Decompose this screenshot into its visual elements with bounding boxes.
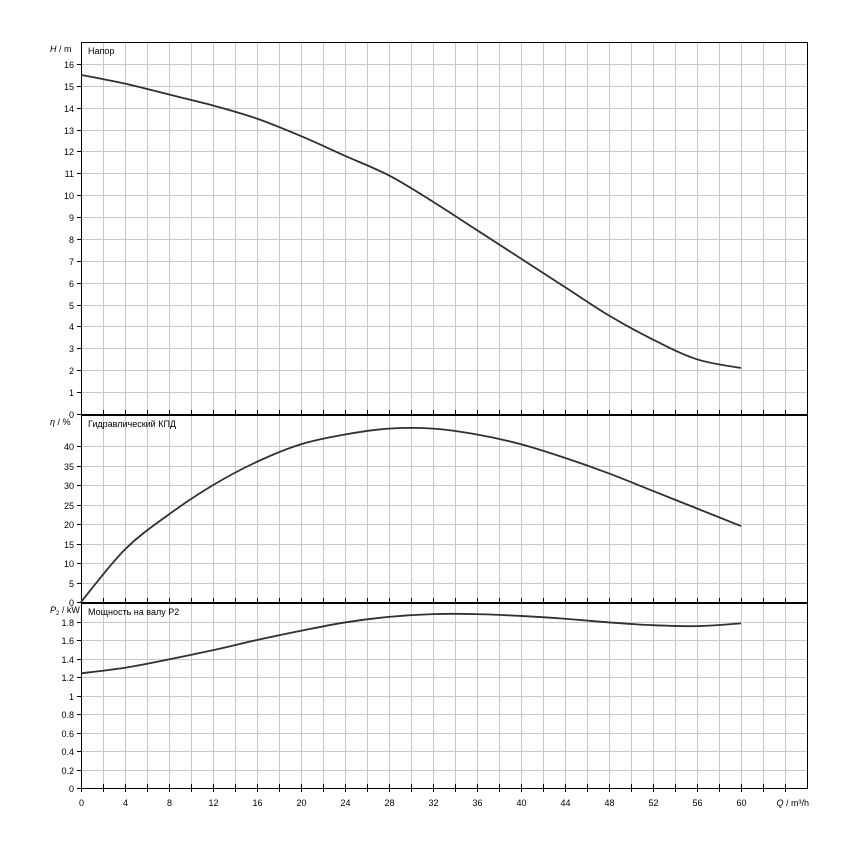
y-tick-label: 20 [64,520,74,530]
x-tick-label: 40 [516,798,526,808]
grid-layer [81,42,807,788]
y-tick-label: 16 [64,60,74,70]
y-tick-label: 1.2 [61,673,74,683]
y-tick-label: 7 [69,257,74,267]
y-axis-label: P2 / kW [50,605,80,617]
y-tick-label: 0 [69,598,74,608]
y-tick-label: 25 [64,501,74,511]
x-tick-label: 24 [340,798,350,808]
x-tick-label: 28 [384,798,394,808]
y-tick-label: 0.4 [61,747,74,757]
x-tick-label: 4 [123,798,128,808]
x-tick-label: 52 [648,798,658,808]
y-tick-label: 1 [69,692,74,702]
panel-frame [81,603,808,789]
y-tick-label: 5 [69,301,74,311]
x-tick-label: 44 [560,798,570,808]
y-tick-label: 9 [69,213,74,223]
panel-frame [81,415,808,603]
y-tick-label: 14 [64,104,74,114]
y-tick-label: 4 [69,322,74,332]
y-tick-label: 12 [64,147,74,157]
y-tick-label: 0.6 [61,729,74,739]
x-tick-label: 8 [167,798,172,808]
x-tick-label: 20 [296,798,306,808]
series-line [80,73,742,369]
y-tick-label: 6 [69,279,74,289]
y-tick-label: 35 [64,462,74,472]
panel-title: Напор [88,46,114,56]
x-tick-label: 12 [208,798,218,808]
y-axis-label: η / % [50,417,71,427]
y-tick-label: 15 [64,82,74,92]
y-tick-label: 2 [69,366,74,376]
y-tick-label: 1.4 [61,655,74,665]
y-tick-label: 15 [64,540,74,550]
y-tick-label: 3 [69,344,74,354]
panel-title: Гидравлический КПД [88,419,176,429]
y-tick-label: 13 [64,126,74,136]
x-tick-label: 32 [428,798,438,808]
y-tick-label: 10 [64,191,74,201]
x-axis-label: Q / m³/h [776,798,809,808]
x-tick-label: 60 [736,798,746,808]
curves-layer [80,73,742,675]
y-tick-label: 30 [64,481,74,491]
series-line [80,612,742,675]
y-tick-label: 0 [69,410,74,420]
panel-title: Мощность на валу P2 [88,607,179,617]
x-tick-label: 16 [252,798,262,808]
panels-layer [77,42,808,792]
y-tick-label: 5 [69,579,74,589]
x-tick-label: 36 [472,798,482,808]
y-tick-label: 1.8 [61,618,74,628]
y-tick-label: 1.6 [61,636,74,646]
x-tick-label: 56 [692,798,702,808]
y-tick-label: 11 [65,169,74,179]
y-axis-label: H / m [50,44,72,54]
y-tick-label: 10 [64,559,74,569]
x-tick-label: 0 [79,798,84,808]
y-tick-label: 0.8 [61,710,74,720]
y-tick-label: 40 [64,442,74,452]
series-line [80,427,742,603]
y-tick-label: 0 [69,784,74,794]
y-tick-label: 8 [69,235,74,245]
x-tick-label: 48 [604,798,614,808]
y-tick-label: 1 [69,388,74,398]
y-tick-label: 0.2 [61,766,74,776]
panel-frame [81,42,808,415]
